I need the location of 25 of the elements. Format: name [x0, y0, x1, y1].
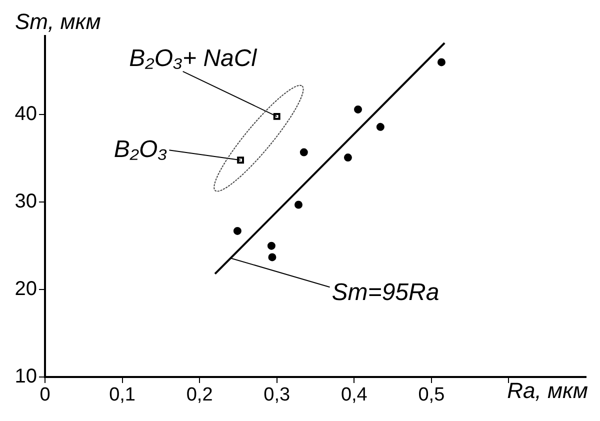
y-tick-label: 20 — [14, 278, 37, 300]
y-tick-label: 10 — [14, 366, 37, 388]
x-tick-label: 0,3 — [264, 384, 290, 406]
y-tick-label: 40 — [14, 103, 37, 126]
annotation: B₂O₃ — [114, 136, 168, 163]
point — [437, 58, 446, 66]
annotation: B₂O₃+ NaCl — [129, 45, 258, 72]
point — [300, 148, 308, 156]
x-tick-label: 0 — [40, 384, 50, 406]
y-axis-title: Sm, мкм — [15, 9, 101, 34]
point — [294, 200, 302, 209]
x-axis-title: Ra, мкм — [507, 378, 588, 404]
point — [233, 226, 242, 235]
annotation: Sm=95Ra — [332, 278, 440, 306]
point — [267, 242, 276, 250]
point — [344, 154, 352, 162]
point — [376, 122, 384, 131]
x-tick-label: 0,1 — [109, 384, 136, 406]
point — [268, 253, 276, 262]
point — [354, 105, 362, 114]
x-tick-label: 0,2 — [186, 384, 213, 406]
x-tick-label: 0,5 — [418, 384, 445, 406]
x-tick-label: 0,4 — [340, 384, 368, 406]
y-tick-label: 30 — [14, 190, 37, 213]
point — [273, 112, 280, 120]
